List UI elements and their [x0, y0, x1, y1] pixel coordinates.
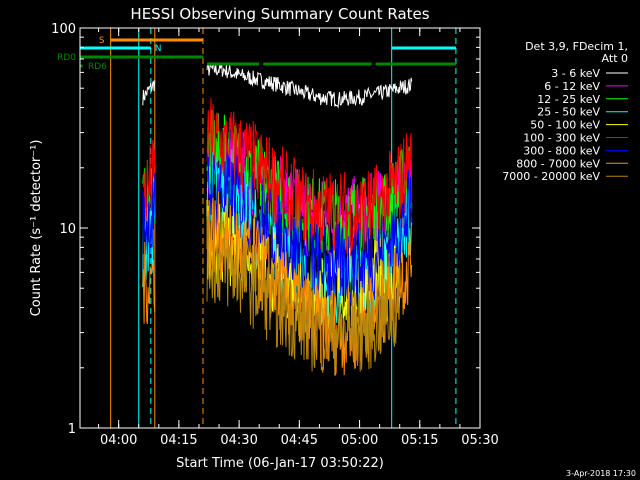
- legend-entry-3: 25 - 50 keV: [537, 106, 600, 119]
- legend-entry-0: 3 - 6 keV: [551, 67, 600, 80]
- x-axis-label: Start Time (06-Jan-17 03:50:22): [176, 456, 384, 471]
- flag-label-N: N: [155, 44, 162, 54]
- y-tick-label-2: 100: [51, 22, 76, 37]
- x-tick-label-4: 05:00: [341, 433, 378, 448]
- chart-title: HESSI Observing Summary Count Rates: [130, 5, 429, 23]
- timestamp: 3-Apr-2018 17:30: [566, 469, 636, 478]
- x-tick-label-0: 04:00: [100, 433, 137, 448]
- legend-entry-4: 50 - 100 keV: [530, 119, 600, 132]
- legend-entry-5: 100 - 300 keV: [523, 132, 600, 145]
- y-axis-label: Count Rate (s⁻¹ detector⁻¹): [29, 140, 44, 317]
- x-tick-label-2: 04:30: [220, 433, 257, 448]
- flag-label-S: S: [99, 36, 105, 46]
- legend-entry-2: 12 - 25 keV: [537, 93, 600, 106]
- flag-bars: S N RD0 RD6: [57, 36, 456, 72]
- flag-label-RD0: RD0: [57, 53, 76, 63]
- y-tick-label-1: 10: [59, 222, 76, 237]
- series-line-0: [142, 62, 413, 109]
- legend-entry-7: 800 - 7000 keV: [516, 157, 600, 170]
- x-tick-label-6: 05:30: [461, 433, 498, 448]
- axes: 1 10 100 04:00 04:15 04:30 04:45 05:00 05:15 05:3…: [51, 22, 499, 448]
- legend-entry-8: 7000 - 20000 keV: [502, 170, 600, 183]
- legend-entry-6: 300 - 800 keV: [523, 144, 600, 157]
- series-line-8: [206, 215, 401, 377]
- flag-label-RD6: RD6: [88, 62, 107, 72]
- legend-entry-1: 6 - 12 keV: [544, 80, 600, 93]
- legend-header-0: Det 3,9, FDecim 1,: [525, 40, 628, 53]
- legend-header-1: Att 0: [602, 52, 628, 65]
- series-layer: [142, 62, 413, 377]
- x-tick-label-1: 04:15: [160, 433, 197, 448]
- x-tick-label-3: 04:45: [281, 433, 318, 448]
- y-tick-label-0: 1: [68, 422, 76, 437]
- x-tick-label-5: 05:15: [401, 433, 438, 448]
